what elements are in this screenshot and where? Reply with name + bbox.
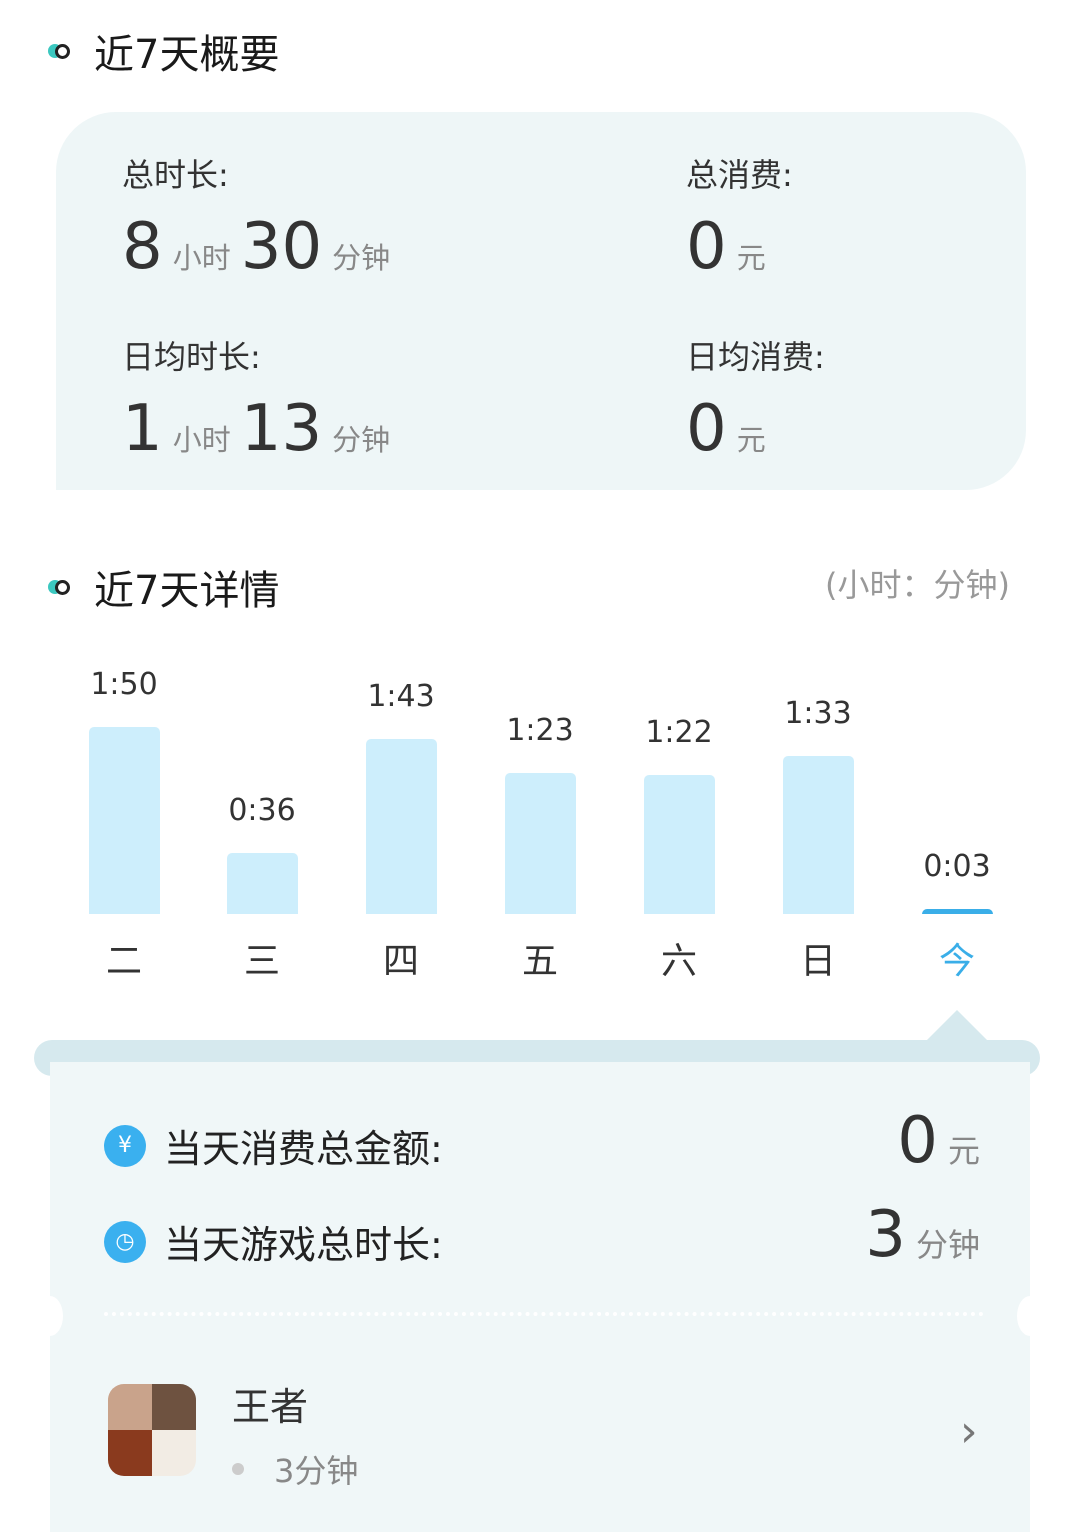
hours-unit: 小时	[172, 241, 231, 275]
app-name[interactable]: 王者	[232, 1385, 309, 1429]
day-label[interactable]: 三	[243, 941, 280, 982]
bar-4[interactable]	[644, 774, 715, 914]
details-title: 近7天详情	[48, 558, 279, 616]
money-bag-icon: ¥	[104, 1124, 146, 1167]
day-label[interactable]: 今	[938, 941, 975, 982]
total-minutes: 30	[240, 210, 323, 284]
day-label[interactable]: 五	[521, 941, 558, 982]
app-time: 3分钟	[232, 1446, 358, 1492]
chevron-right-icon[interactable]: ›	[960, 1406, 978, 1457]
bar-1[interactable]	[227, 852, 298, 914]
total-spend-value: 0	[686, 210, 727, 284]
overview-title-text: 近7天概要	[94, 32, 280, 78]
avg-time: 日均时长: 1 小时 13 分钟	[122, 332, 400, 466]
ticket-notch-right	[1017, 1296, 1043, 1336]
day-label[interactable]: 二	[105, 941, 142, 982]
bar-label: 1:23	[506, 712, 574, 748]
bullet-icon	[48, 579, 70, 595]
minutes-unit: 分钟	[915, 1226, 980, 1264]
avg-spend-value: 0	[686, 392, 727, 466]
app-time-text: 3分钟	[274, 1452, 359, 1490]
bullet-icon	[48, 43, 70, 59]
avg-time-label: 日均时长:	[122, 338, 261, 376]
bar-label: 1:43	[367, 678, 435, 714]
bar-2[interactable]	[366, 738, 437, 914]
bar-label: 0:36	[228, 792, 296, 828]
hours-unit: 小时	[172, 423, 231, 457]
day-label[interactable]: 四	[382, 941, 419, 982]
today-spend-row: ¥ 当天消费总金额:	[104, 1118, 443, 1173]
bar-3[interactable]	[505, 772, 576, 914]
yuan-unit: 元	[736, 423, 766, 457]
overview-title: 近7天概要	[48, 22, 279, 80]
today-time-value: 3	[865, 1198, 906, 1272]
total-time-label: 总时长:	[122, 156, 229, 194]
yuan-unit: 元	[947, 1132, 980, 1170]
details-title-text: 近7天详情	[94, 568, 280, 614]
today-time-value-group: 3 分钟	[865, 1198, 980, 1272]
day-label[interactable]: 日	[799, 941, 836, 982]
bar-6[interactable]	[922, 908, 993, 914]
avg-spend-label: 日均消费:	[686, 338, 825, 376]
minutes-unit: 分钟	[332, 241, 391, 275]
bar-5[interactable]	[783, 755, 854, 914]
avg-minutes: 13	[240, 392, 323, 466]
bar-label: 1:22	[645, 714, 713, 750]
today-panel	[50, 1062, 1030, 1532]
status-dot-icon	[232, 1463, 244, 1475]
bar-label: 0:03	[923, 848, 991, 884]
clock-icon: ◷	[104, 1220, 146, 1263]
selected-day-pointer	[925, 1010, 989, 1042]
today-time-row: ◷ 当天游戏总时长:	[104, 1214, 443, 1269]
total-spend-label: 总消费:	[686, 156, 793, 194]
day-label[interactable]: 六	[660, 941, 697, 982]
total-hours: 8	[122, 210, 163, 284]
bar-label: 1:33	[784, 695, 852, 731]
today-spend-value: 0	[897, 1104, 938, 1178]
bar-0[interactable]	[89, 727, 160, 914]
ticket-notch-left	[37, 1296, 63, 1336]
minutes-unit: 分钟	[332, 423, 391, 457]
today-spend-label: 当天消费总金额:	[164, 1127, 443, 1171]
daily-bar-chart: 1:50 二 0:36 三 1:43 四 1:23 五 1:22 六 1:33 日 0:03 今	[0, 640, 1080, 1000]
bar-label: 1:50	[90, 667, 158, 702]
app-icon[interactable]	[108, 1384, 196, 1476]
yuan-unit: 元	[736, 241, 766, 275]
today-time-label: 当天游戏总时长:	[164, 1223, 443, 1267]
total-time: 总时长: 8 小时 30 分钟	[122, 150, 400, 284]
divider	[104, 1312, 984, 1316]
avg-hours: 1	[122, 392, 163, 466]
unit-note: (小时：分钟)	[825, 566, 1010, 604]
